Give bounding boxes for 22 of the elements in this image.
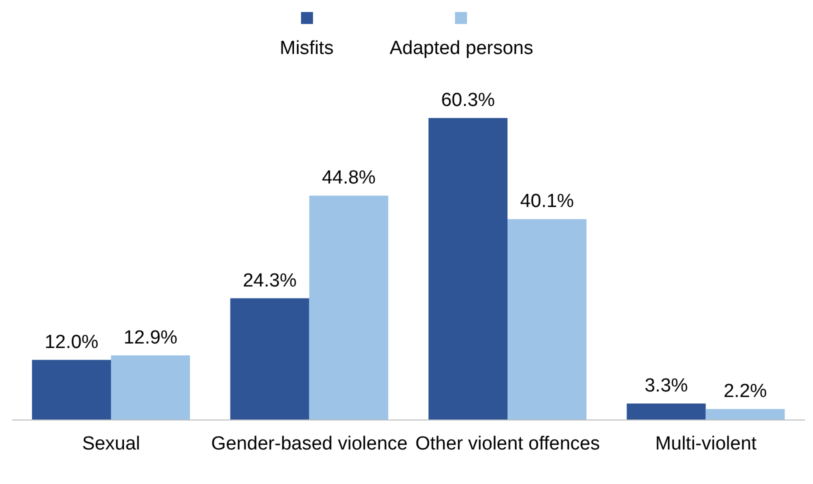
x-tick-label: Sexual — [82, 433, 140, 454]
data-label: 12.0% — [44, 332, 99, 353]
x-tick-label: Multi-violent — [655, 433, 758, 454]
data-label: 12.9% — [124, 327, 178, 348]
bar — [230, 298, 310, 420]
bar — [32, 360, 111, 420]
data-label: 24.3% — [242, 270, 297, 292]
data-label: 40.1% — [520, 191, 574, 212]
x-tick-label: Gender-based violence — [211, 433, 408, 454]
x-tick-label: Other violent offences — [415, 433, 600, 454]
bar — [626, 403, 706, 420]
bar — [309, 196, 388, 420]
bar — [706, 408, 785, 420]
bar — [508, 219, 586, 420]
data-label: 44.8% — [322, 168, 376, 189]
bar — [428, 118, 508, 420]
legend-label: Adapted persons — [390, 38, 534, 60]
data-label: 60.3% — [441, 90, 496, 111]
legend-label: Misfits — [280, 38, 334, 60]
bar — [111, 355, 190, 420]
data-label: 3.3% — [644, 375, 688, 396]
data-label: 2.2% — [724, 380, 768, 402]
